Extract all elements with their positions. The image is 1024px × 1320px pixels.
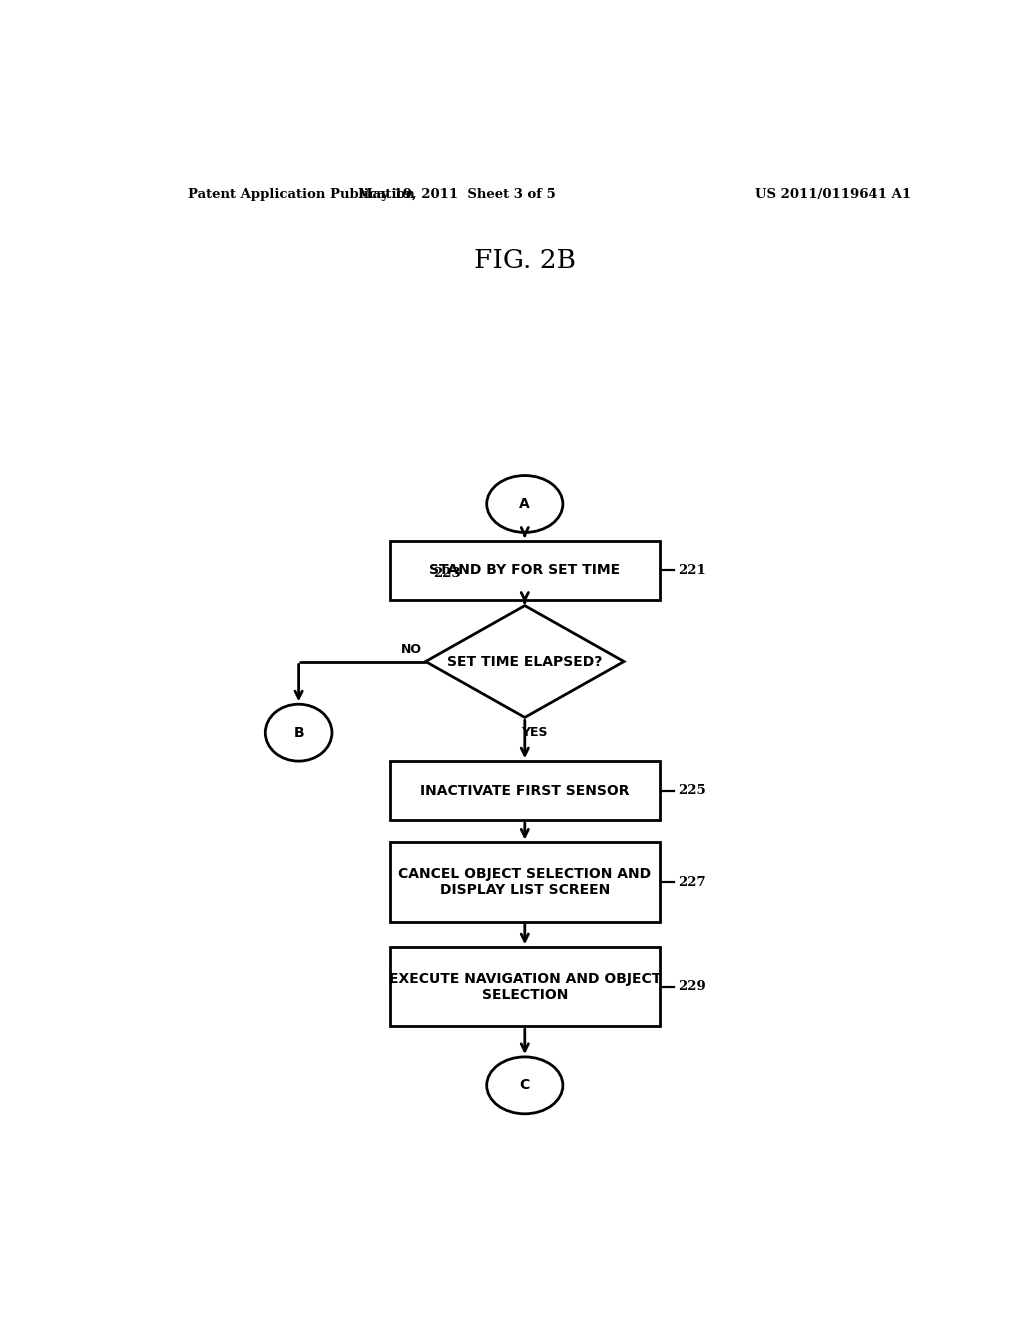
Text: 229: 229 (678, 981, 706, 993)
Text: A: A (519, 496, 530, 511)
Text: May 19, 2011  Sheet 3 of 5: May 19, 2011 Sheet 3 of 5 (358, 189, 556, 202)
FancyBboxPatch shape (390, 842, 659, 921)
Ellipse shape (486, 1057, 563, 1114)
Polygon shape (426, 606, 624, 718)
Text: 227: 227 (678, 875, 706, 888)
Text: CANCEL OBJECT SELECTION AND
DISPLAY LIST SCREEN: CANCEL OBJECT SELECTION AND DISPLAY LIST… (398, 867, 651, 898)
Text: EXECUTE NAVIGATION AND OBJECT
SELECTION: EXECUTE NAVIGATION AND OBJECT SELECTION (389, 972, 660, 1002)
Text: Patent Application Publication: Patent Application Publication (187, 189, 415, 202)
Text: INACTIVATE FIRST SENSOR: INACTIVATE FIRST SENSOR (420, 784, 630, 797)
Ellipse shape (486, 475, 563, 532)
Text: SET TIME ELAPSED?: SET TIME ELAPSED? (447, 655, 602, 668)
Text: 223: 223 (433, 568, 461, 581)
Text: US 2011/0119641 A1: US 2011/0119641 A1 (755, 189, 911, 202)
Text: B: B (293, 726, 304, 739)
FancyBboxPatch shape (390, 948, 659, 1027)
Text: 221: 221 (678, 564, 706, 577)
Text: FIG. 2B: FIG. 2B (474, 248, 575, 272)
Text: STAND BY FOR SET TIME: STAND BY FOR SET TIME (429, 564, 621, 577)
FancyBboxPatch shape (390, 762, 659, 820)
Text: NO: NO (400, 643, 422, 656)
FancyBboxPatch shape (390, 541, 659, 599)
Text: YES: YES (521, 726, 548, 739)
Ellipse shape (265, 704, 332, 762)
Text: C: C (519, 1078, 530, 1093)
Text: 225: 225 (678, 784, 706, 797)
